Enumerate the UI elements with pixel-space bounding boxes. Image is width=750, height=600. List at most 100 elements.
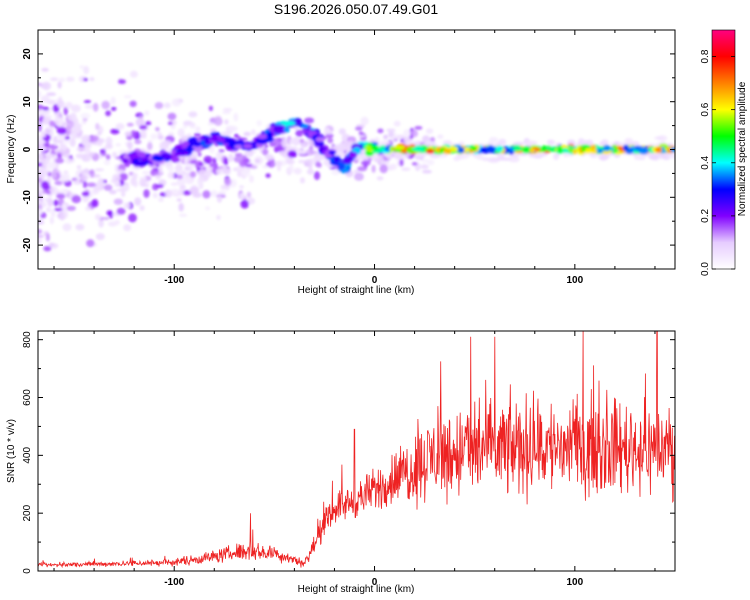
spectrogram-cell — [227, 125, 238, 132]
spectrogram-cell — [38, 162, 43, 167]
spectrogram-cell — [308, 161, 313, 170]
spectrogram-cell — [127, 141, 133, 150]
spectrogram-cell — [95, 123, 100, 130]
spectrogram-cell — [422, 135, 430, 144]
spectrogram-cell — [49, 188, 54, 192]
spectrogram-cell — [49, 120, 56, 127]
spectrogram-cell — [202, 190, 211, 199]
spectrogram-cell — [86, 182, 97, 188]
spectrogram-cell — [249, 165, 258, 169]
spectrogram-cell — [56, 100, 65, 109]
spectrogram-cell — [331, 170, 341, 176]
spectrogram-y-tick-label: 0 — [22, 146, 33, 152]
spectrogram-cell — [189, 122, 195, 126]
spectrogram-cell — [374, 156, 385, 163]
spectrogram-cell — [48, 242, 55, 247]
spectrogram-cell — [333, 157, 339, 164]
spectrogram-cell — [234, 144, 243, 149]
spectrogram-cell — [512, 145, 523, 152]
spectrogram-cell — [254, 155, 264, 165]
spectrogram-cell — [218, 149, 225, 153]
spectrogram-cell — [325, 133, 334, 139]
spectrogram-cell — [256, 120, 262, 127]
spectrogram-cell — [155, 127, 160, 132]
spectrogram-cell — [189, 186, 200, 194]
spectrogram-cell — [123, 95, 132, 99]
spectrogram-cell — [265, 173, 271, 178]
spectrogram-cell — [177, 128, 185, 138]
spectrogram-cell — [38, 109, 41, 119]
spectrogram-cell — [461, 152, 470, 160]
spectrogram-cell — [223, 157, 229, 166]
spectrogram-cell — [143, 189, 150, 198]
spectrogram-cell — [81, 138, 87, 146]
snr-x-label: Height of straight line (km) — [298, 584, 415, 595]
snr-y-tick-label: 800 — [22, 331, 33, 348]
spectrogram-cell — [546, 139, 556, 145]
spectrogram-cell — [328, 150, 337, 155]
spectrogram-cell — [471, 145, 477, 151]
spectrogram-cell — [122, 158, 129, 164]
spectrogram-cell — [276, 163, 282, 172]
spectrogram-cell — [453, 156, 461, 162]
spectrogram-cell — [256, 139, 268, 145]
spectrogram-cell — [45, 233, 50, 242]
spectrogram-cell — [50, 185, 58, 195]
colorbar-scale — [711, 29, 736, 270]
spectrogram-cell — [88, 152, 96, 157]
spectrogram-x-tick-label: 100 — [566, 275, 583, 286]
spectrogram-cell — [91, 199, 99, 208]
spectrogram-cell — [243, 131, 251, 137]
spectrogram-cell — [128, 213, 137, 223]
spectrogram-cell — [316, 162, 322, 168]
spectrogram-cell — [414, 154, 426, 159]
spectrogram-cell — [251, 129, 256, 136]
spectrogram-cell — [246, 191, 252, 198]
spectrogram-cell — [209, 162, 216, 168]
snr-x-ticks: -100 0 100 — [53, 331, 656, 588]
spectrogram-cell — [601, 139, 609, 146]
colorbar: 0.0 0.2 0.4 0.6 0.8 Normalized spectral ampl… — [700, 29, 748, 276]
spectrogram-cell — [57, 81, 62, 89]
spectrogram-cell — [157, 134, 164, 140]
spectrogram-cell — [97, 131, 102, 136]
spectrogram-cell — [69, 133, 76, 137]
spectrogram-cell — [458, 141, 465, 146]
spectrogram-y-label: Frequency (Hz) — [6, 115, 17, 184]
spectrogram-cell — [276, 144, 283, 152]
snr-background — [38, 331, 675, 571]
spectrogram-cell — [213, 117, 223, 126]
spectrogram-cell — [557, 145, 563, 154]
spectrogram-cell — [541, 145, 547, 152]
spectrogram-cell — [116, 188, 126, 192]
spectrogram-cell — [227, 153, 234, 163]
snr-y-ticks: 0 200 400 600 800 — [22, 331, 675, 574]
spectrogram-cell — [270, 163, 276, 167]
spectrogram-cell — [355, 126, 363, 131]
spectrogram-cell — [66, 205, 76, 211]
spectrogram-cell — [189, 171, 197, 178]
spectrogram-cell — [63, 210, 69, 219]
spectrogram-cell — [45, 126, 54, 131]
spectrogram-cell — [379, 164, 388, 174]
spectrogram-cell — [360, 116, 369, 126]
spectrogram-cell — [175, 169, 184, 175]
spectrogram-cell — [167, 121, 173, 126]
spectrogram-cell — [73, 181, 83, 185]
spectrogram-cell — [289, 139, 295, 145]
spectrogram-cell — [222, 165, 228, 171]
spectrogram-cell — [98, 218, 104, 228]
spectrogram-cell — [129, 100, 137, 108]
spectrogram-cell — [123, 224, 132, 232]
colorbar-tick-label: 0.4 — [700, 155, 711, 169]
spectrogram-cell — [207, 122, 215, 126]
spectrogram-cell — [38, 134, 47, 138]
spectrogram-cell — [358, 131, 364, 136]
snr-series-line — [38, 331, 675, 569]
spectrogram-cell — [182, 190, 192, 196]
spectrogram-cell — [112, 151, 118, 158]
spectrogram-cell — [115, 123, 125, 130]
spectrogram-cell — [191, 153, 198, 160]
spectrogram-cell — [79, 65, 85, 69]
spectrogram-cell — [243, 143, 253, 149]
